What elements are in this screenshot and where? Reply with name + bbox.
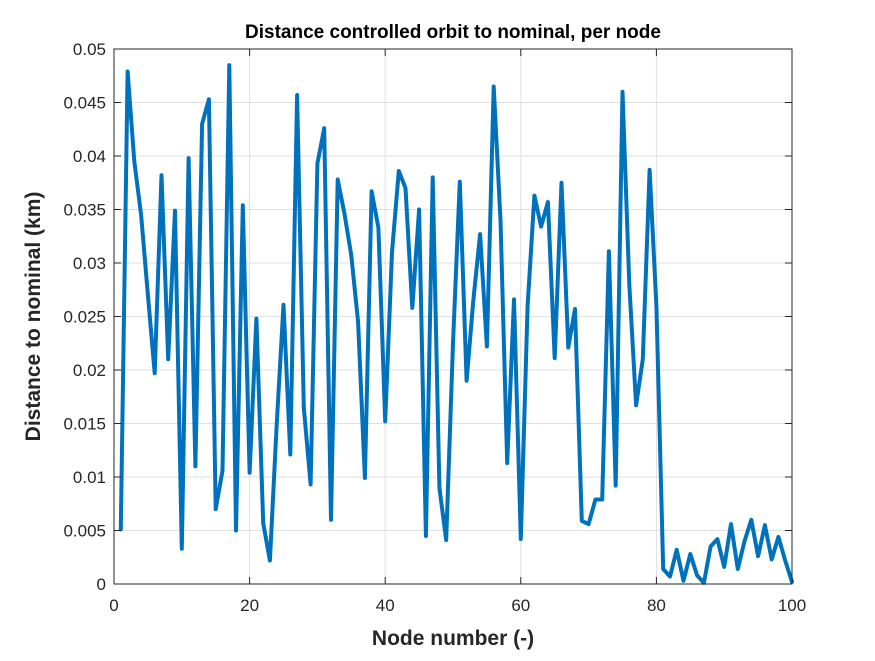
y-tick-label: 0.005 [63, 522, 106, 541]
series-line [118, 63, 794, 585]
x-tick-label: 40 [376, 596, 395, 615]
x-tick-label: 60 [511, 596, 530, 615]
y-axis-title: Distance to nominal (km) [22, 192, 45, 442]
y-tick-label: 0.045 [63, 94, 106, 113]
x-axis-title: Node number (-) [372, 627, 534, 650]
y-tick-label: 0 [97, 575, 106, 594]
y-tick-labels: 0 0.005 0.01 0.015 0.02 0.025 0.03 0.035 0.04 0.0… [63, 40, 106, 594]
series-group [118, 63, 794, 585]
y-tick-label: 0.015 [63, 415, 106, 434]
x-tick-label: 80 [647, 596, 666, 615]
x-tick-label: 100 [778, 596, 806, 615]
chart-title: Distance controlled orbit to nominal, pe… [245, 22, 661, 43]
y-tick-label: 0.02 [73, 361, 106, 380]
y-tick-label: 0.035 [63, 201, 106, 220]
y-tick-label: 0.03 [73, 254, 106, 273]
y-tick-label: 0.04 [73, 147, 106, 166]
x-tick-labels: 0 20 40 60 80 100 [109, 596, 806, 615]
y-tick-label: 0.025 [63, 308, 106, 327]
y-tick-label: 0.01 [73, 468, 106, 487]
y-tick-label: 0.05 [73, 40, 106, 59]
x-tick-label: 20 [240, 596, 259, 615]
ticks [113, 48, 793, 585]
x-tick-label: 0 [109, 596, 118, 615]
